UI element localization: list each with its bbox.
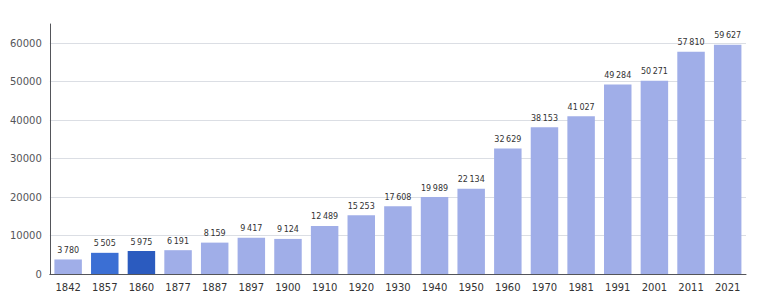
svg-text:1897: 1897 xyxy=(239,282,264,293)
svg-text:1887: 1887 xyxy=(202,282,227,293)
svg-text:17 608: 17 608 xyxy=(384,193,411,202)
svg-text:1860: 1860 xyxy=(129,282,154,293)
svg-text:9 124: 9 124 xyxy=(277,225,299,234)
svg-text:1910: 1910 xyxy=(312,282,337,293)
svg-text:30000: 30000 xyxy=(10,153,42,164)
svg-text:2021: 2021 xyxy=(715,282,740,293)
svg-text:1930: 1930 xyxy=(385,282,410,293)
svg-text:3 780: 3 780 xyxy=(57,246,79,255)
svg-text:1900: 1900 xyxy=(275,282,300,293)
svg-text:19 989: 19 989 xyxy=(421,184,448,193)
svg-text:59 627: 59 627 xyxy=(714,31,741,40)
svg-text:41 027: 41 027 xyxy=(568,103,595,112)
svg-text:0: 0 xyxy=(35,269,41,280)
svg-text:1842: 1842 xyxy=(55,282,80,293)
svg-text:22 134: 22 134 xyxy=(458,175,485,184)
svg-text:15 253: 15 253 xyxy=(348,202,375,211)
svg-text:57 810: 57 810 xyxy=(678,38,705,47)
svg-text:32 629: 32 629 xyxy=(494,135,521,144)
svg-text:50 271: 50 271 xyxy=(641,67,668,76)
svg-text:49 284: 49 284 xyxy=(604,71,631,80)
svg-text:1950: 1950 xyxy=(458,282,483,293)
svg-text:1991: 1991 xyxy=(605,282,630,293)
svg-text:38 153: 38 153 xyxy=(531,114,558,123)
svg-text:5 975: 5 975 xyxy=(130,238,152,247)
svg-text:8 159: 8 159 xyxy=(204,229,226,238)
svg-text:60000: 60000 xyxy=(10,38,42,49)
svg-text:6 191: 6 191 xyxy=(167,237,189,246)
svg-text:1857: 1857 xyxy=(92,282,117,293)
svg-text:1970: 1970 xyxy=(532,282,557,293)
svg-text:50000: 50000 xyxy=(10,76,42,87)
svg-text:10000: 10000 xyxy=(10,230,42,241)
svg-text:2011: 2011 xyxy=(678,282,703,293)
svg-text:1920: 1920 xyxy=(349,282,374,293)
svg-text:1981: 1981 xyxy=(568,282,593,293)
svg-text:1877: 1877 xyxy=(165,282,190,293)
svg-text:1940: 1940 xyxy=(422,282,447,293)
svg-text:20000: 20000 xyxy=(10,192,42,203)
svg-text:9 417: 9 417 xyxy=(240,224,262,233)
svg-text:12 489: 12 489 xyxy=(311,212,338,221)
svg-text:1960: 1960 xyxy=(495,282,520,293)
svg-text:5 505: 5 505 xyxy=(94,239,116,248)
svg-text:40000: 40000 xyxy=(10,115,42,126)
svg-text:2001: 2001 xyxy=(642,282,667,293)
